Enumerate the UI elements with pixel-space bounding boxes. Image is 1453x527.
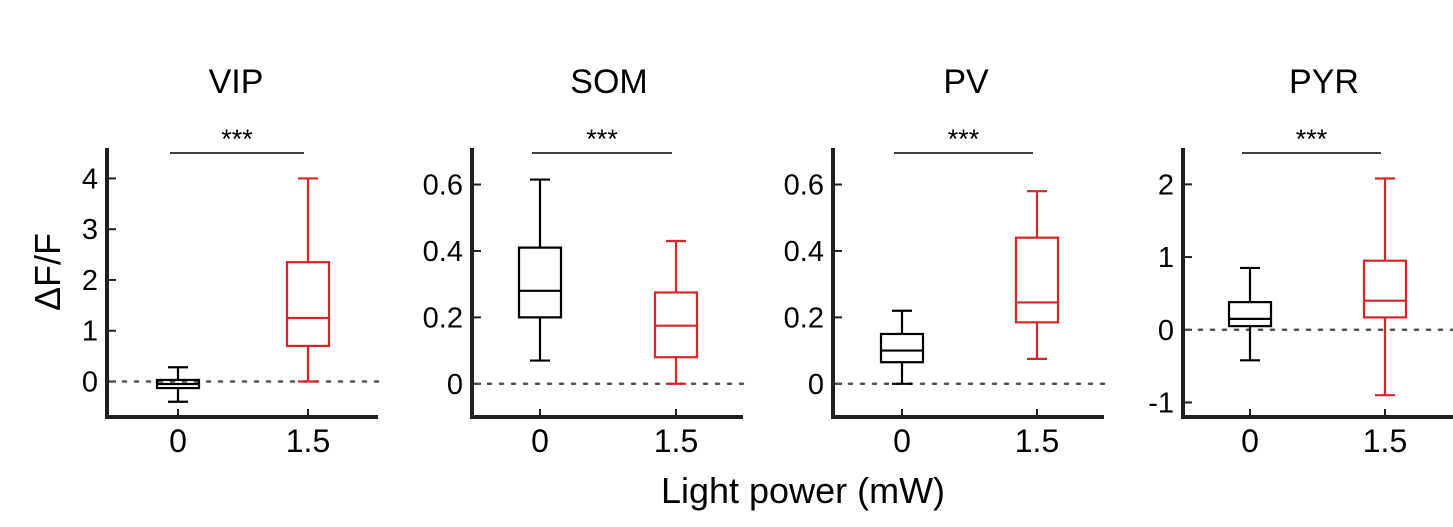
- y-tick-label: 0.6: [423, 170, 463, 202]
- panel-vip: VIP 0 1 2 3 4 0 1.5 ***: [82, 63, 380, 459]
- x-tick-label: 1.5: [1015, 423, 1059, 459]
- y-tick-label: 0.4: [784, 236, 824, 268]
- interquartile-box: [1362, 259, 1408, 319]
- interquartile-box: [285, 261, 331, 348]
- y-tick-label: 0: [447, 369, 463, 401]
- box-control: [155, 366, 201, 403]
- y-tick-label: 0.2: [423, 302, 463, 334]
- panel-title: VIP: [209, 63, 264, 101]
- interquartile-box: [517, 246, 563, 319]
- significance-stars: ***: [1296, 124, 1328, 154]
- x-axis-label: Light power (mW): [661, 470, 945, 511]
- x-tick-label: 1.5: [286, 423, 330, 459]
- x-tick-label: 0: [169, 423, 187, 459]
- interquartile-box: [1014, 236, 1060, 324]
- panel-som: SOM 0 0.2 0.4 0.6 0 1.5 ***: [423, 63, 745, 459]
- y-tick-label: 3: [82, 214, 98, 246]
- panel-title: SOM: [570, 63, 647, 101]
- panel-title: PYR: [1289, 63, 1359, 101]
- panel-pv: PV 0 0.2 0.4 0.6 0 1.5 ***: [784, 63, 1106, 459]
- box-control: [1227, 266, 1273, 362]
- y-tick-label: 0: [1158, 315, 1174, 347]
- interquartile-box: [1227, 301, 1273, 328]
- interquartile-box: [879, 332, 925, 364]
- box-light: [653, 239, 699, 385]
- y-tick-label: 2: [1158, 169, 1174, 201]
- box-light: [285, 177, 331, 383]
- y-tick-label: -1: [1148, 387, 1174, 419]
- y-tick-label: 1: [1158, 242, 1174, 274]
- y-tick-label: 2: [82, 265, 98, 297]
- y-tick-label: 0: [808, 369, 824, 401]
- x-tick-label: 0: [893, 423, 911, 459]
- significance-stars: ***: [586, 124, 618, 154]
- y-tick-label: 0.2: [784, 302, 824, 334]
- x-tick-label: 1.5: [654, 423, 698, 459]
- y-tick-label: 0.4: [423, 236, 463, 268]
- y-tick-label: 0: [82, 366, 98, 398]
- y-tick-label: 4: [82, 163, 98, 195]
- y-tick-label: 0.6: [784, 170, 824, 202]
- x-tick-label: 0: [531, 423, 549, 459]
- y-tick-label: 1: [82, 316, 98, 348]
- x-tick-label: 0: [1241, 423, 1259, 459]
- significance-stars: ***: [221, 124, 253, 154]
- box-light: [1014, 190, 1060, 360]
- chart-panels: VIP 0 1 2 3 4 0 1.5 *** SOM 0 0.2 0.4 0.6 0 1.5 *** PV 0 0.…: [82, 63, 1453, 459]
- panel-pyr: PYR -1 0 1 2 0 1.5 ***: [1148, 63, 1453, 459]
- panel-title: PV: [943, 63, 989, 101]
- x-tick-label: 1.5: [1363, 423, 1407, 459]
- significance-stars: ***: [948, 124, 980, 154]
- y-axis-label: ΔF/F: [27, 233, 68, 311]
- box-control: [879, 309, 925, 385]
- box-control: [517, 178, 563, 362]
- box-light: [1362, 177, 1408, 397]
